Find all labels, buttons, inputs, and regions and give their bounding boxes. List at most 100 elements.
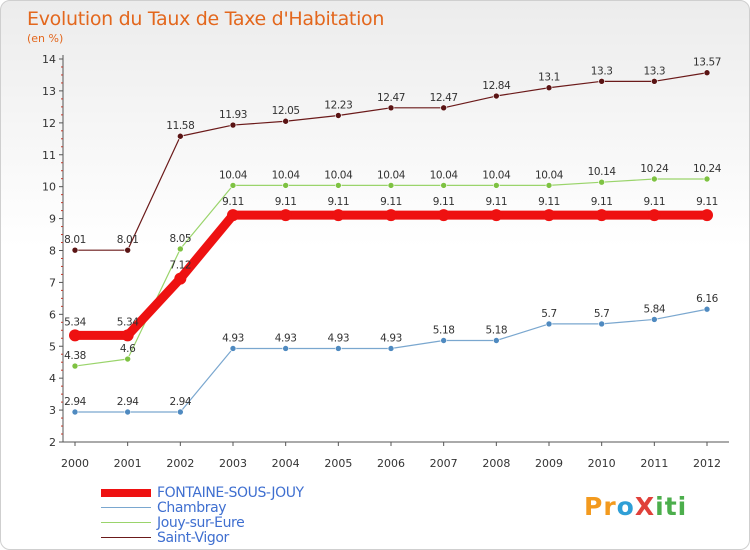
- y-tick-label: 2: [49, 436, 56, 449]
- data-point-fontaine-sous-jouy: [595, 209, 608, 222]
- data-label-chambray: 5.84: [643, 303, 665, 315]
- data-label-fontaine-sous-jouy: 9.11: [643, 196, 665, 208]
- data-point-jouy-sur-eure: [598, 178, 605, 186]
- y-minor-tick: [61, 257, 63, 259]
- data-label-saint-vigor: 13.1: [538, 72, 560, 84]
- data-label-jouy-sur-eure: 10.24: [640, 163, 669, 175]
- y-minor-tick: [61, 265, 63, 267]
- y-minor-tick: [61, 393, 63, 395]
- data-label-fontaine-sous-jouy: 9.11: [327, 196, 349, 208]
- data-point-saint-vigor: [440, 104, 447, 112]
- data-label-jouy-sur-eure: 10.04: [377, 169, 406, 181]
- y-tick-label: 11: [42, 149, 56, 162]
- data-point-saint-vigor: [282, 117, 289, 125]
- data-point-jouy-sur-eure: [229, 182, 237, 189]
- legend-swatch: [101, 536, 151, 539]
- y-minor-tick: [61, 74, 63, 76]
- y-minor-tick: [61, 353, 63, 355]
- data-point-jouy-sur-eure: [71, 362, 79, 370]
- data-point-saint-vigor: [387, 104, 395, 112]
- x-tick-label: 2002: [166, 457, 194, 470]
- data-point-fontaine-sous-jouy: [227, 209, 239, 222]
- data-label-chambray: 4.93: [275, 332, 297, 344]
- data-point-chambray: [545, 320, 553, 328]
- data-label-chambray: 2.94: [169, 396, 191, 408]
- data-point-jouy-sur-eure: [651, 175, 658, 183]
- data-point-jouy-sur-eure: [545, 182, 553, 189]
- x-tick-label: 2009: [535, 457, 563, 470]
- data-point-saint-vigor: [703, 69, 711, 77]
- data-label-fontaine-sous-jouy: 9.11: [591, 196, 613, 208]
- data-label-saint-vigor: 8.01: [64, 234, 86, 246]
- y-minor-tick: [61, 234, 63, 236]
- data-label-chambray: 5.7: [541, 308, 557, 320]
- data-label-fontaine-sous-jouy: 9.11: [380, 196, 402, 208]
- data-label-fontaine-sous-jouy: 9.11: [275, 196, 297, 208]
- data-label-fontaine-sous-jouy: 9.11: [433, 196, 455, 208]
- y-tick-label: 6: [49, 308, 56, 321]
- data-label-chambray: 2.94: [64, 396, 86, 408]
- data-point-saint-vigor: [598, 78, 605, 85]
- data-label-saint-vigor: 11.93: [219, 109, 247, 121]
- data-label-jouy-sur-eure: 10.04: [272, 169, 301, 181]
- y-minor-tick: [61, 138, 63, 140]
- logo-letter: P: [584, 492, 604, 521]
- y-minor-tick: [61, 242, 63, 244]
- y-minor-tick: [61, 178, 63, 180]
- data-label-jouy-sur-eure: 10.24: [693, 163, 722, 175]
- logo-letter: i: [677, 492, 688, 521]
- data-label-chambray: 4.93: [327, 332, 349, 344]
- x-tick-label: 2003: [219, 457, 247, 470]
- data-point-chambray: [282, 345, 289, 352]
- data-label-fontaine-sous-jouy: 9.11: [538, 196, 560, 208]
- data-point-chambray: [335, 345, 342, 352]
- x-tick-label: 2012: [693, 457, 721, 470]
- data-point-fontaine-sous-jouy: [121, 329, 134, 342]
- data-label-jouy-sur-eure: 10.04: [430, 169, 459, 181]
- x-tick-label: 2000: [61, 457, 89, 470]
- y-tick-label: 8: [49, 245, 56, 258]
- data-point-fontaine-sous-jouy: [174, 272, 187, 285]
- data-label-chambray: 4.93: [222, 332, 244, 344]
- y-minor-tick: [61, 401, 63, 403]
- data-point-saint-vigor: [229, 121, 237, 129]
- y-minor-tick: [61, 361, 63, 363]
- x-tick-label: 2010: [588, 457, 616, 470]
- y-minor-tick: [61, 130, 63, 132]
- data-label-fontaine-sous-jouy: 5.34: [64, 316, 86, 328]
- data-label-jouy-sur-eure: 4.6: [120, 343, 136, 355]
- y-tick-label: 4: [49, 372, 56, 385]
- data-point-fontaine-sous-jouy: [279, 209, 292, 222]
- logo-letter: r: [603, 492, 617, 521]
- data-point-jouy-sur-eure: [440, 182, 447, 189]
- y-minor-tick: [61, 210, 63, 212]
- data-label-saint-vigor: 12.47: [377, 92, 405, 104]
- data-label-jouy-sur-eure: 4.38: [64, 350, 86, 362]
- data-label-fontaine-sous-jouy: 9.11: [696, 196, 718, 208]
- data-point-chambray: [651, 316, 658, 323]
- y-minor-tick: [61, 226, 63, 228]
- data-point-chambray: [387, 345, 395, 352]
- data-label-saint-vigor: 13.57: [693, 57, 721, 69]
- y-minor-tick: [61, 273, 63, 275]
- data-point-chambray: [177, 408, 184, 416]
- data-label-jouy-sur-eure: 10.04: [482, 169, 511, 181]
- y-minor-tick: [61, 202, 63, 204]
- y-tick-label: 10: [42, 181, 56, 194]
- y-tick-label: 5: [49, 340, 56, 353]
- data-point-jouy-sur-eure: [335, 182, 342, 189]
- data-point-jouy-sur-eure: [493, 182, 500, 189]
- legend-swatch: [101, 506, 151, 509]
- data-point-chambray: [440, 337, 447, 344]
- data-point-saint-vigor: [335, 112, 342, 119]
- data-point-saint-vigor: [545, 84, 553, 92]
- data-label-saint-vigor: 12.84: [482, 80, 511, 92]
- data-point-fontaine-sous-jouy: [332, 209, 345, 222]
- y-tick-label: 3: [49, 404, 56, 417]
- data-point-chambray: [71, 408, 79, 416]
- data-label-jouy-sur-eure: 10.04: [535, 169, 564, 181]
- y-minor-tick: [61, 385, 63, 387]
- data-label-chambray: 5.18: [433, 325, 455, 337]
- data-label-saint-vigor: 12.05: [272, 105, 300, 117]
